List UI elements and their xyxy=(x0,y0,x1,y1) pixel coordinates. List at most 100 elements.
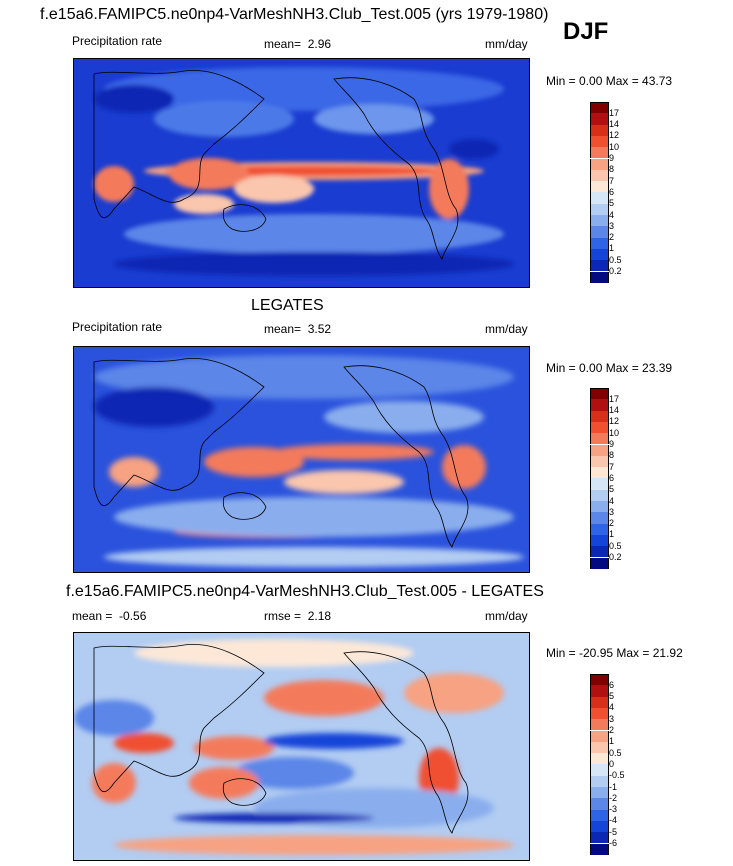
colorbar-tick-label: 1 xyxy=(609,243,615,254)
colorbar-tick-label: 0.5 xyxy=(609,747,622,758)
colorbar-swatch xyxy=(590,798,609,810)
colorbar-tick-label: 0.5 xyxy=(609,540,622,551)
colorbar-tick-label: -4 xyxy=(609,815,618,826)
colorbar-swatch xyxy=(590,787,609,799)
panel-obs-units: mm/day xyxy=(485,322,528,336)
colorbar-tick-label: 7 xyxy=(609,175,615,186)
colorbar-tick-label: 6 xyxy=(609,472,615,483)
panel-diff-mean-label: mean = -0.56 xyxy=(72,609,147,623)
colorbar-swatch xyxy=(590,546,609,558)
colorbar-tick-label: 4 xyxy=(609,209,615,220)
panel-model-mean-label: mean= 2.96 xyxy=(264,37,332,51)
colorbar-tick-label: 0.2 xyxy=(609,266,622,276)
colorbar-swatch xyxy=(590,685,609,697)
colorbar-swatch xyxy=(590,102,609,115)
colorbar-tick-label: 17 xyxy=(609,393,620,404)
colorbar-swatch xyxy=(590,271,609,283)
colorbar-swatch xyxy=(590,501,609,513)
colorbar-swatch xyxy=(590,215,609,227)
colorbar-tick-label: 1 xyxy=(609,529,615,540)
colorbar-swatch xyxy=(590,203,609,215)
colorbar-swatch xyxy=(590,753,609,765)
panel-obs-mean-label: mean= 3.52 xyxy=(264,322,332,336)
colorbar-tick-label: 8 xyxy=(609,164,615,175)
colorbar-swatch xyxy=(590,192,609,204)
colorbar-swatch xyxy=(590,489,609,501)
colorbar-swatch xyxy=(590,248,609,261)
colorbar-swatch xyxy=(590,158,609,170)
panel-diff-minmax: Min = -20.95 Max = 21.92 xyxy=(546,646,683,660)
colorbar-swatch xyxy=(590,764,609,776)
colorbar-swatch xyxy=(590,534,609,547)
panel-obs-title: LEGATES xyxy=(251,297,324,314)
colorbar-swatch xyxy=(590,467,609,479)
colorbar-swatch xyxy=(590,832,609,844)
colorbar-tick-label: -5 xyxy=(609,826,618,837)
panel-diff-title: f.e15a6.FAMIPC5.ne0np4-VarMeshNH3.Club_T… xyxy=(66,583,544,600)
colorbar-tick-label: 10 xyxy=(609,141,620,152)
colorbar-swatch xyxy=(590,775,609,787)
season-label: DJF xyxy=(563,18,609,45)
colorbar-swatch xyxy=(590,707,609,720)
colorbar-tick-label: 17 xyxy=(609,107,620,118)
colorbar-tick-label: 10 xyxy=(609,427,620,438)
colorbar-tick-label: -6 xyxy=(609,838,618,848)
colorbar-tick-label: 6 xyxy=(609,186,615,197)
colorbar-tick-label: 3 xyxy=(609,220,615,231)
colorbar-swatch xyxy=(590,820,609,833)
colorbar-swatch xyxy=(590,719,609,731)
colorbar-swatch xyxy=(590,843,609,855)
colorbar-tick-label: 9 xyxy=(609,153,615,163)
panel-obs-minmax: Min = 0.00 Max = 23.39 xyxy=(546,361,673,375)
colorbar-tick-label: 4 xyxy=(609,702,615,713)
colorbar-swatch xyxy=(590,741,609,754)
panel-model-map xyxy=(73,58,530,288)
colorbar-swatch xyxy=(590,557,609,569)
panel-diff-units: mm/day xyxy=(485,609,528,623)
colorbar-swatch xyxy=(590,421,609,434)
colorbar-swatch xyxy=(590,512,609,524)
colorbar-swatch xyxy=(590,809,609,821)
colorbar-tick-label: 0.2 xyxy=(609,552,622,562)
colorbar-swatch xyxy=(590,455,609,468)
colorbar-tick-label: 0 xyxy=(609,758,615,769)
colorbar-swatch xyxy=(590,226,609,238)
colorbar-swatch xyxy=(590,135,609,148)
colorbar-swatch xyxy=(590,478,609,490)
colorbar-tick-label: 5 xyxy=(609,691,615,702)
colorbar-tick-label: -2 xyxy=(609,792,618,803)
colorbar-swatch xyxy=(590,113,609,125)
colorbar-tick-label: 2 xyxy=(609,725,615,735)
panel-obs-mean-value: 3.52 xyxy=(307,322,332,336)
colorbar-swatch xyxy=(590,237,609,249)
colorbar-tick-label: 14 xyxy=(609,119,620,130)
colorbar-tick-label: 1 xyxy=(609,736,615,747)
colorbar-swatch xyxy=(590,260,609,272)
colorbar-tick-label: 5 xyxy=(609,198,615,209)
panel-diff-mean-value: -0.56 xyxy=(119,609,147,623)
colorbar-tick-label: 3 xyxy=(609,506,615,517)
colorbar-tick-label: 12 xyxy=(609,416,620,427)
panel-diff-rmse-label: rmse = 2.18 xyxy=(264,609,332,623)
colorbar-tick-label: 3 xyxy=(609,713,615,724)
colorbar-tick-label: 9 xyxy=(609,439,615,449)
colorbar-swatch xyxy=(590,181,609,193)
colorbar-tick-label: 8 xyxy=(609,450,615,461)
panel-model-mean-value: 2.96 xyxy=(307,37,332,51)
panel-model-units: mm/day xyxy=(485,37,528,51)
colorbar-tick-label: -1 xyxy=(609,781,618,792)
panel-model-variable-label: Precipitation rate xyxy=(72,34,163,48)
colorbar-swatch xyxy=(590,388,609,401)
colorbar-swatch xyxy=(590,444,609,456)
colorbar-tick-label: -3 xyxy=(609,804,618,815)
colorbar-tick-label: 4 xyxy=(609,495,615,506)
colorbar-tick-label: -0.5 xyxy=(609,770,625,781)
colorbar-tick-label: 14 xyxy=(609,405,620,416)
colorbar-swatch xyxy=(590,169,609,182)
colorbar-tick-label: 2 xyxy=(609,518,615,529)
panel-model-minmax: Min = 0.00 Max = 43.73 xyxy=(546,74,673,88)
figure-title: f.e15a6.FAMIPC5.ne0np4-VarMeshNH3.Club_T… xyxy=(40,6,549,23)
colorbar-tick-label: 0.5 xyxy=(609,254,622,265)
colorbar-swatch xyxy=(590,147,609,159)
colorbar-tick-label: 6 xyxy=(609,679,615,690)
